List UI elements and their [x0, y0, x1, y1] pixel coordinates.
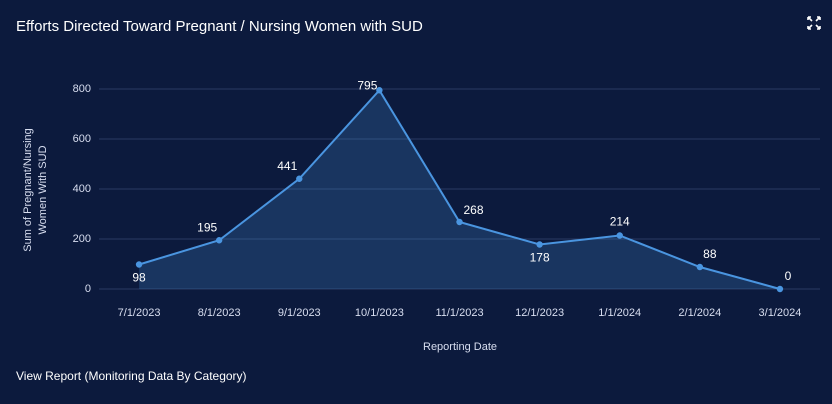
data-label: 795	[357, 78, 377, 92]
x-tick-label: 1/1/2024	[598, 307, 641, 319]
point	[456, 218, 463, 226]
chart-title: Efforts Directed Toward Pregnant / Nursi…	[16, 18, 423, 35]
point	[135, 261, 143, 268]
x-tick-label: 10/1/2023	[355, 307, 404, 319]
point	[296, 175, 303, 182]
area	[139, 90, 780, 289]
x-tick-label: 8/1/2023	[198, 307, 241, 319]
data-label: 195	[197, 220, 217, 234]
y-axis-title: Sum of Pregnant/Nursing	[22, 128, 34, 252]
x-tick-label: 9/1/2023	[278, 307, 321, 319]
x-tick-label: 2/1/2024	[678, 307, 721, 319]
y-tick-label: 800	[73, 83, 91, 95]
y-tick-label: 0	[85, 283, 91, 295]
point	[376, 87, 383, 94]
point	[536, 241, 543, 248]
y-tick-label: 600	[73, 133, 91, 145]
x-tick-label: 11/1/2023	[435, 307, 483, 319]
data-label: 214	[610, 215, 630, 229]
point	[215, 237, 223, 244]
expand-icon[interactable]	[807, 16, 821, 30]
point	[776, 285, 784, 293]
data-label: 178	[530, 251, 550, 265]
point	[616, 232, 623, 239]
x-axis-title: Reporting Date	[423, 341, 497, 353]
y-tick-label: 200	[73, 233, 91, 245]
data-label: 441	[277, 159, 297, 173]
data-label: 88	[703, 247, 717, 261]
data-label: 98	[132, 271, 146, 285]
y-axis-title: Women With SUD	[37, 145, 49, 234]
data-label: 0	[785, 269, 792, 283]
x-tick-label: 3/1/2024	[759, 307, 802, 319]
data-label: 268	[463, 203, 483, 217]
x-tick-label: 7/1/2023	[118, 307, 161, 319]
point	[696, 263, 704, 271]
y-tick-label: 400	[73, 183, 91, 195]
view-report-link[interactable]: View Report (Monitoring Data By Category…	[16, 369, 247, 383]
x-tick-label: 12/1/2023	[515, 307, 564, 319]
